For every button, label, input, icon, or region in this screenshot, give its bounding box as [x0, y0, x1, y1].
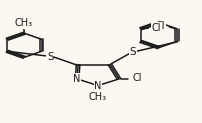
Text: N: N	[73, 74, 81, 84]
Text: S: S	[47, 52, 54, 62]
Text: CH₃: CH₃	[14, 18, 32, 28]
Text: Cl: Cl	[152, 23, 161, 33]
Text: N: N	[94, 81, 102, 91]
Text: Cl: Cl	[133, 73, 142, 83]
Text: CH₃: CH₃	[89, 92, 107, 102]
Text: Cl: Cl	[156, 21, 165, 31]
Text: S: S	[129, 47, 136, 57]
